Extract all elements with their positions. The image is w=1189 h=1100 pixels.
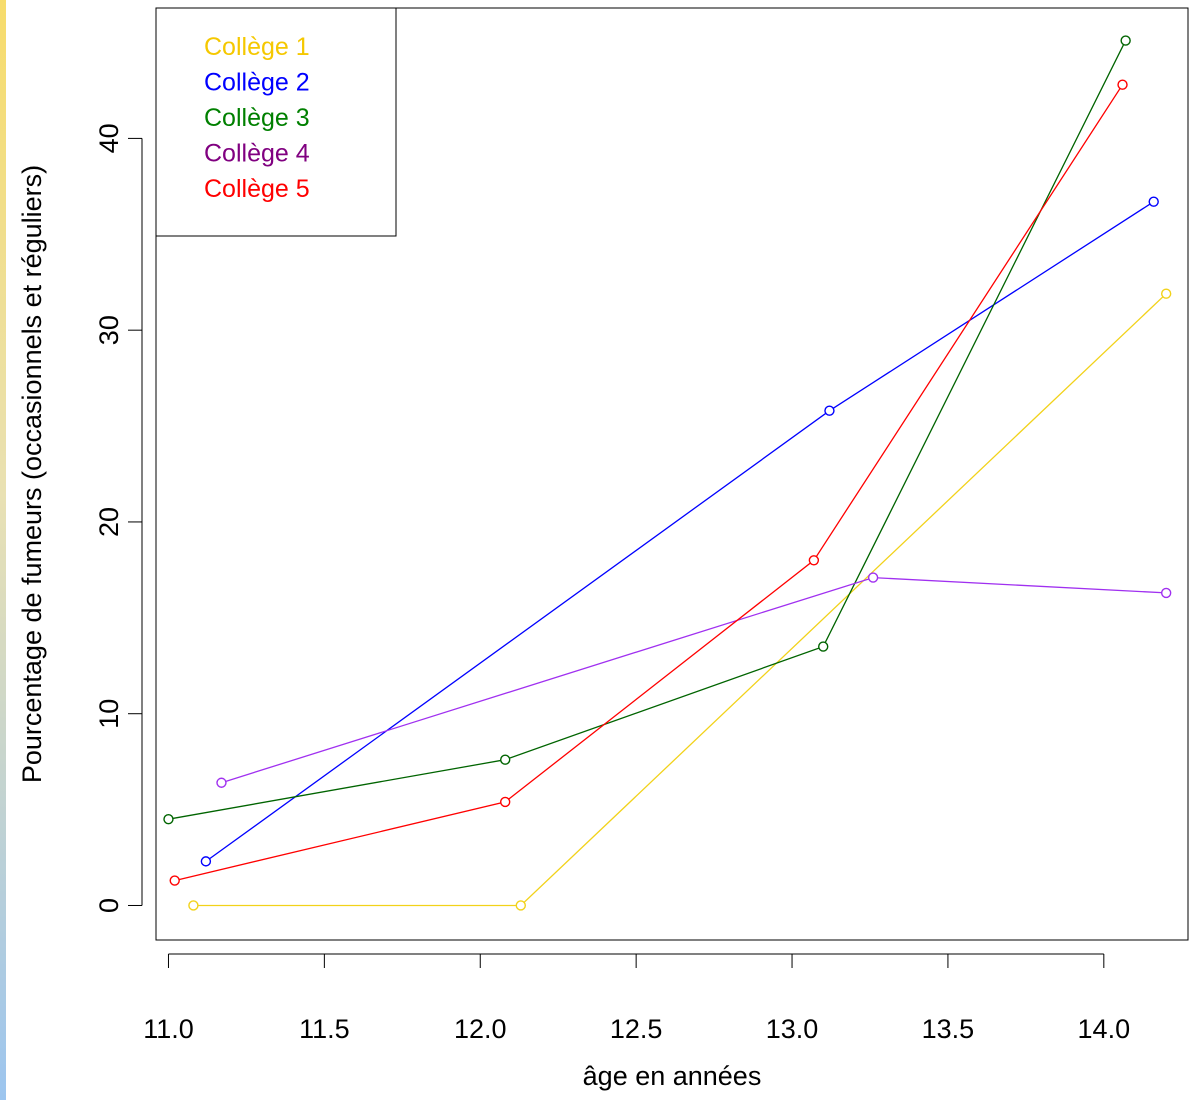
data-point [867, 572, 879, 583]
series-4 [216, 572, 1172, 788]
y-tick-label: 10 [94, 699, 124, 729]
data-point [1148, 196, 1159, 207]
x-axis: 11.0 11.5 12.0 12.5 13.0 13.5 14.0 [143, 953, 1131, 1044]
series-2 [200, 196, 1159, 867]
x-tick-label: 13.0 [766, 1014, 819, 1044]
data-point [499, 754, 511, 765]
x-tick-label: 12.0 [454, 1014, 507, 1044]
data-point [1160, 587, 1172, 599]
plot-frame [155, 7, 1189, 941]
x-tick-label: 14.0 [1078, 1014, 1131, 1044]
legend: Collège 1 Collège 2 Collège 3 Collège 4 Coll… [155, 7, 397, 237]
data-point [188, 900, 199, 911]
series-line [205, 201, 1155, 862]
legend-box [155, 7, 397, 237]
data-point [163, 813, 174, 825]
x-tick-label: 12.5 [610, 1014, 663, 1044]
data-point [824, 405, 835, 416]
legend-entry: Collège 2 [204, 69, 310, 97]
y-tick-label: 30 [94, 315, 124, 345]
series-line [193, 293, 1167, 907]
data-point [808, 555, 820, 566]
series-layer [163, 35, 1172, 911]
data-point [169, 875, 180, 886]
y-tick-label: 20 [94, 507, 124, 537]
series-line [221, 576, 1167, 784]
y-axis: 0 10 20 30 40 [94, 123, 143, 913]
data-point [216, 777, 227, 788]
data-point [1117, 79, 1128, 90]
x-axis-title: âge en années [583, 1061, 762, 1091]
data-point [1120, 35, 1131, 46]
y-axis-title: Pourcentage de fumeurs (occasionnels et … [17, 165, 47, 783]
y-tick-label: 40 [94, 123, 124, 153]
legend-entry: Collège 1 [204, 33, 310, 61]
legend-entry: Collège 5 [204, 175, 310, 203]
series-3 [163, 35, 1131, 825]
data-point [515, 900, 526, 911]
y-tick-label: 0 [94, 898, 124, 913]
x-tick-label: 13.5 [922, 1014, 975, 1044]
data-point [499, 796, 511, 808]
data-point [200, 856, 212, 867]
x-tick-label: 11.5 [299, 1014, 350, 1044]
data-point [818, 641, 829, 652]
window-edge-strip [0, 0, 6, 1100]
legend-entry: Collège 4 [204, 140, 310, 168]
data-point [1160, 288, 1172, 299]
legend-entry: Collège 3 [204, 104, 310, 132]
series-5 [169, 79, 1128, 886]
x-tick-label: 11.0 [143, 1014, 194, 1044]
series-line [174, 84, 1124, 882]
series-1 [188, 288, 1172, 911]
series-line [168, 40, 1127, 820]
